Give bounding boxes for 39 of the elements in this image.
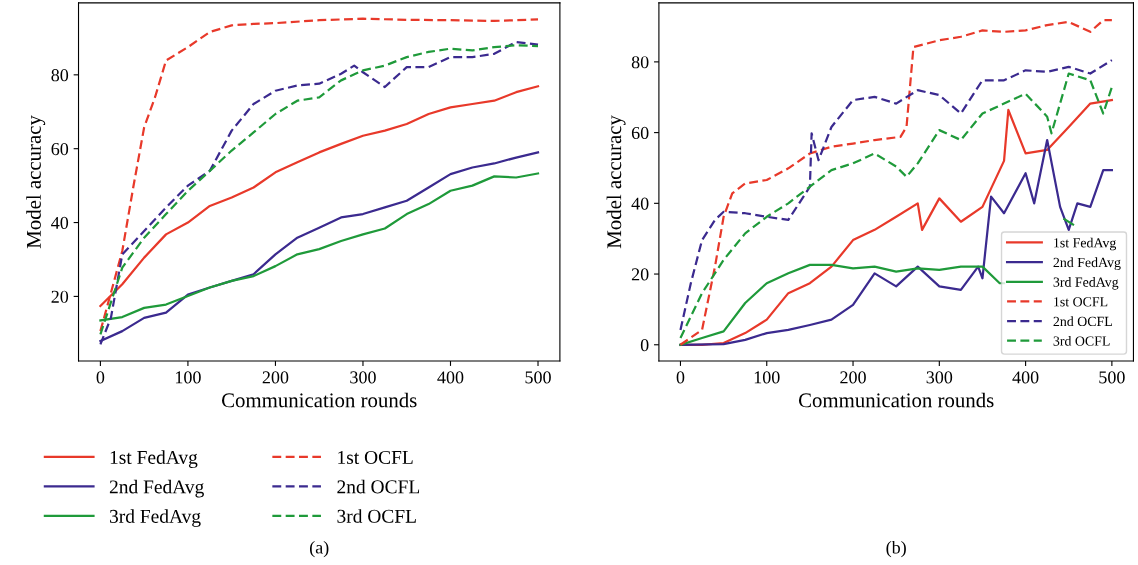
- legend-label: 3rd FedAvg: [109, 509, 201, 527]
- x-tick-label: 200: [840, 371, 866, 384]
- x-tick-label: 300: [926, 371, 953, 384]
- x-tick-label: 300: [350, 371, 376, 384]
- legend-label: 2nd FedAvg: [1053, 257, 1121, 270]
- y-tick-label: 80: [51, 69, 69, 82]
- x-tick-label: 200: [262, 371, 289, 384]
- text: (b): [886, 540, 906, 558]
- legend-label: 1st FedAvg: [1054, 237, 1117, 251]
- text: (a): [309, 540, 329, 558]
- legend-label: 1st OCFL: [1054, 297, 1108, 307]
- x-tick-label: 400: [437, 371, 464, 384]
- x-tick-label: 0: [676, 371, 685, 384]
- y-tick-label: 60: [631, 126, 649, 140]
- legend-label: 1st OCFL: [338, 450, 413, 464]
- y-tick-label: 20: [51, 290, 69, 303]
- y-tick-label: 0: [640, 339, 649, 352]
- y-tick-label: 40: [631, 197, 649, 210]
- x-tick-label: 100: [754, 371, 780, 384]
- x-axis-title: Communication rounds: [798, 392, 994, 408]
- x-tick-label: 400: [1012, 371, 1039, 384]
- x-axis-title: Communication rounds: [221, 392, 417, 408]
- y-axis-title: Model accuracy: [26, 115, 46, 249]
- y-tick-label: 20: [631, 268, 649, 281]
- legend-label: 1st FedAvg: [110, 450, 198, 468]
- legend-label: 3rd FedAvg: [1053, 277, 1119, 290]
- legend-label: 2nd FedAvg: [109, 479, 204, 498]
- legend-label: 3rd OCFL: [337, 509, 416, 523]
- x-tick-label: 500: [1099, 371, 1125, 384]
- x-tick-label: 100: [175, 371, 201, 384]
- y-tick-label: 40: [51, 216, 69, 229]
- x-tick-label: 0: [96, 371, 105, 384]
- y-axis-title: Model accuracy: [606, 115, 626, 249]
- legend-label: 2nd OCFL: [1053, 316, 1112, 327]
- legend-label: 3rd OCFL: [1053, 335, 1110, 346]
- y-tick-label: 80: [631, 56, 649, 69]
- x-tick-label: 500: [525, 371, 551, 384]
- legend-label: 2nd OCFL: [337, 479, 420, 494]
- y-tick-label: 60: [51, 142, 69, 156]
